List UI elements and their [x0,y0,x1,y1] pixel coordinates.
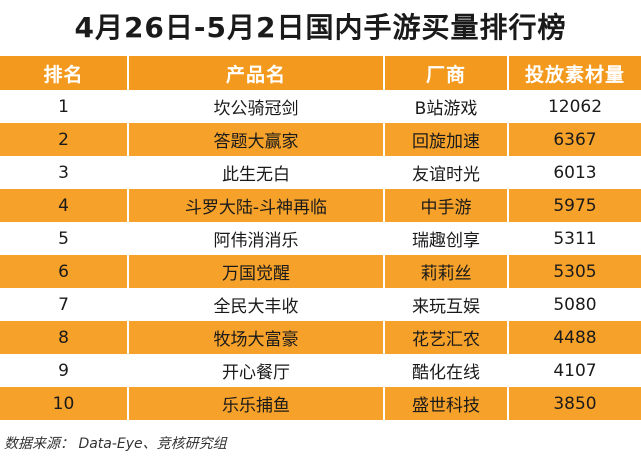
count-cell: 6013 [508,156,641,189]
product-cell: 全民大丰收 [128,288,385,321]
rank-cell: 6 [0,255,129,288]
vendor-cell: 友谊时光 [384,156,509,189]
rank-cell: 2 [0,123,129,156]
rank-cell: 4 [0,189,129,222]
vendor-cell: 花艺汇农 [384,321,509,354]
count-cell: 5305 [508,255,641,288]
vendor-cell: B站游戏 [384,90,509,123]
product-cell: 万国觉醒 [128,255,385,288]
vendor-cell: 莉莉丝 [384,255,509,288]
count-cell: 4107 [508,354,641,387]
rank-cell: 8 [0,321,129,354]
table-row: 3 此生无白 友谊时光 6013 [0,156,641,189]
product-cell: 此生无白 [128,156,385,189]
count-cell: 6367 [508,123,641,156]
rank-cell: 5 [0,222,129,255]
vendor-cell: 瑞趣创享 [384,222,509,255]
product-cell: 牧场大富豪 [128,321,385,354]
table-row: 9 开心餐厅 酷化在线 4107 [0,354,641,387]
table-row: 1 坎公骑冠剑 B站游戏 12062 [0,90,641,123]
count-cell: 12062 [508,90,641,123]
table-row: 8 牧场大富豪 花艺汇农 4488 [0,321,641,354]
table-row: 7 全民大丰收 来玩互娱 5080 [0,288,641,321]
table-row: 4 斗罗大陆-斗神再临 中手游 5975 [0,189,641,222]
product-cell: 乐乐捕鱼 [128,387,385,420]
rank-cell: 9 [0,354,129,387]
table-row: 5 阿伟消消乐 瑞趣创享 5311 [0,222,641,255]
rank-cell: 3 [0,156,129,189]
count-cell: 3850 [508,387,641,420]
table-row: 2 答题大赢家 回旋加速 6367 [0,123,641,156]
rank-cell: 1 [0,90,129,123]
count-cell: 5080 [508,288,641,321]
count-cell: 5311 [508,222,641,255]
product-cell: 斗罗大陆-斗神再临 [128,189,385,222]
product-cell: 开心餐厅 [128,354,385,387]
count-cell: 4488 [508,321,641,354]
ranking-table: 排名 产品名 厂商 投放素材量 1 坎公骑冠剑 B站游戏 12062 2 答题大… [0,56,641,420]
rank-cell: 10 [0,387,129,420]
vendor-cell: 中手游 [384,189,509,222]
vendor-cell: 酷化在线 [384,354,509,387]
page-title: 4月26日-5月2日国内手游买量排行榜 [74,11,567,44]
vendor-cell: 来玩互娱 [384,288,509,321]
vendor-cell: 回旋加速 [384,123,509,156]
table-row: 10 乐乐捕鱼 盛世科技 3850 [0,387,641,420]
header-count: 投放素材量 [508,56,641,90]
product-cell: 坎公骑冠剑 [128,90,385,123]
table-row: 6 万国觉醒 莉莉丝 5305 [0,255,641,288]
vendor-cell: 盛世科技 [384,387,509,420]
header-product: 产品名 [128,56,385,90]
product-cell: 答题大赢家 [128,123,385,156]
table-header-row: 排名 产品名 厂商 投放素材量 [0,56,641,90]
rank-cell: 7 [0,288,129,321]
header-vendor: 厂商 [384,56,509,90]
count-cell: 5975 [508,189,641,222]
source-note: 数据来源： Data-Eye、竞核研究组 [4,436,227,452]
product-cell: 阿伟消消乐 [128,222,385,255]
header-rank: 排名 [0,56,129,90]
